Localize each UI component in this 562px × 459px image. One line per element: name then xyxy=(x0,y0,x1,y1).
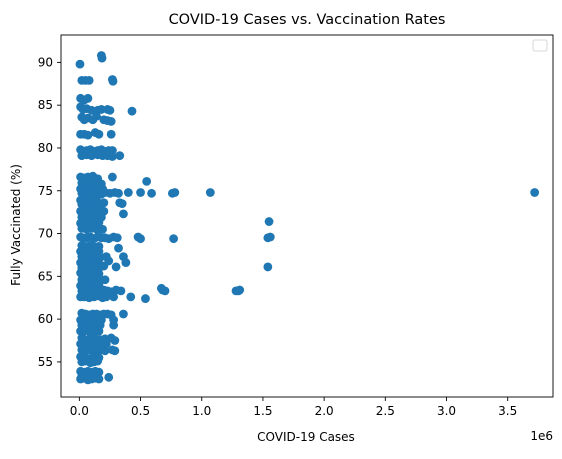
scatter-points xyxy=(75,51,540,385)
data-point xyxy=(136,188,145,197)
plot-area-frame xyxy=(60,34,554,398)
x-tick-label: 3.0 xyxy=(437,404,456,418)
data-point xyxy=(265,232,275,242)
data-point xyxy=(160,286,170,296)
data-point xyxy=(119,309,128,319)
data-point xyxy=(97,53,107,63)
data-point xyxy=(101,292,111,302)
data-point xyxy=(109,320,119,330)
data-point xyxy=(147,188,156,198)
y-tick-label: 55 xyxy=(38,355,53,369)
data-point xyxy=(108,172,117,182)
x-tick-label: 1.5 xyxy=(253,404,272,418)
y-tick-label: 85 xyxy=(38,98,53,112)
data-point xyxy=(112,233,122,243)
data-point xyxy=(263,262,273,272)
data-point xyxy=(84,75,94,85)
x-tick-label: 0.5 xyxy=(131,404,150,418)
data-point xyxy=(205,188,215,197)
data-point xyxy=(94,326,104,336)
data-point xyxy=(93,356,103,366)
x-tick-label: 2.0 xyxy=(315,404,334,418)
y-tick-label: 65 xyxy=(38,269,53,283)
y-tick-label: 60 xyxy=(38,312,53,326)
data-point xyxy=(98,224,108,234)
data-point xyxy=(126,292,136,302)
y-tick-label: 75 xyxy=(38,184,53,198)
data-point xyxy=(235,285,245,295)
data-point xyxy=(94,218,104,227)
x-axis-ticks: 0.0 0.5 1.0 1.5 2.0 2.5 3.0 3.5 xyxy=(70,397,517,418)
y-tick-label: 80 xyxy=(38,141,53,155)
legend-box[interactable] xyxy=(532,39,548,52)
chart-title: COVID-19 Cases vs. Vaccination Rates xyxy=(169,12,446,28)
data-point xyxy=(111,262,121,272)
data-point xyxy=(87,105,96,115)
data-point xyxy=(119,209,128,219)
data-point xyxy=(105,105,115,115)
data-point xyxy=(94,374,104,384)
data-point xyxy=(127,106,137,116)
data-point xyxy=(101,339,111,349)
data-point xyxy=(106,117,116,126)
data-point xyxy=(114,243,123,253)
y-tick-label: 90 xyxy=(38,55,53,69)
x-axis-offset-label: 1e6 xyxy=(530,429,553,443)
data-point xyxy=(83,93,93,103)
data-point xyxy=(264,217,274,226)
data-point xyxy=(121,258,131,268)
data-point xyxy=(142,176,152,186)
data-point xyxy=(104,372,114,382)
x-tick-label: 0.0 xyxy=(70,404,89,418)
data-point xyxy=(109,292,119,302)
data-point xyxy=(136,234,145,244)
x-axis-label: COVID-19 Cases xyxy=(257,430,355,444)
data-point xyxy=(94,129,104,139)
x-tick-label: 2.5 xyxy=(376,404,395,418)
y-axis-ticks: 55 60 65 70 75 80 85 90 xyxy=(38,55,61,369)
data-point xyxy=(114,188,123,198)
data-point xyxy=(99,261,109,271)
data-point xyxy=(108,76,118,86)
data-point xyxy=(117,199,127,208)
data-point xyxy=(530,188,540,197)
data-point xyxy=(115,151,125,161)
data-point xyxy=(108,152,117,161)
x-tick-label: 1.0 xyxy=(192,404,211,418)
y-tick-label: 70 xyxy=(38,227,53,241)
data-point xyxy=(96,105,106,114)
x-tick-label: 3.5 xyxy=(498,404,517,418)
data-point xyxy=(110,336,120,345)
data-point xyxy=(110,346,120,356)
data-point xyxy=(75,59,85,69)
data-point xyxy=(123,188,133,197)
data-point xyxy=(169,234,179,244)
data-point xyxy=(100,275,110,285)
data-point xyxy=(100,346,110,356)
data-point xyxy=(106,129,116,139)
data-point xyxy=(170,188,180,197)
data-point xyxy=(141,294,150,303)
data-point xyxy=(83,130,93,140)
data-point xyxy=(99,198,109,208)
data-point xyxy=(92,111,101,121)
y-axis-label: Fully Vaccinated (%) xyxy=(9,164,23,286)
data-point xyxy=(116,286,126,296)
